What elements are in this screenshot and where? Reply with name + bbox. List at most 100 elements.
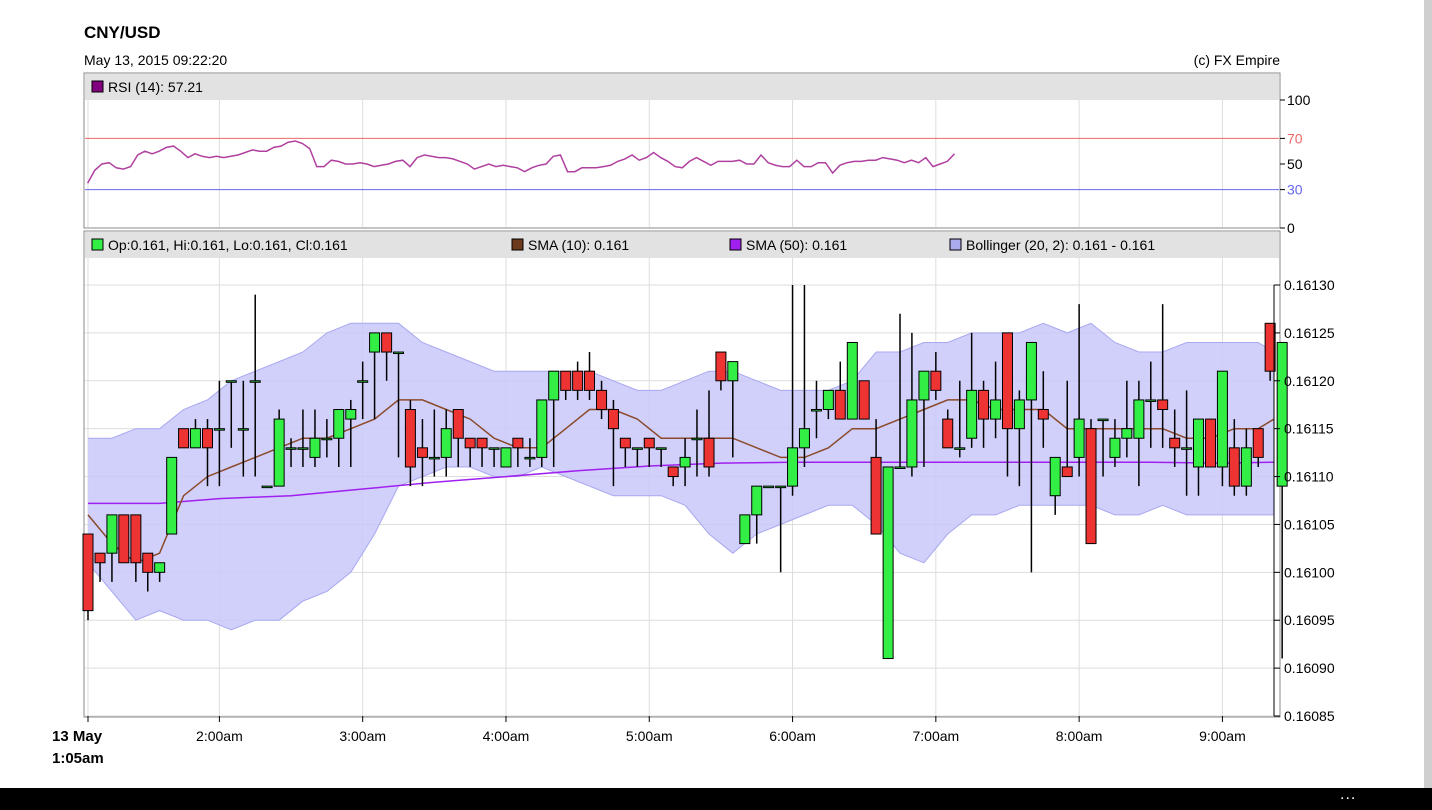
candle-body-down — [94, 552, 106, 564]
bollinger-legend-swatch — [949, 238, 962, 251]
rsi-tick-label: 50 — [1287, 156, 1303, 172]
price-panel: Op:0.161, Hi:0.161, Lo:0.161, Cl:0.161 S… — [52, 230, 1335, 767]
candle-body-up — [679, 456, 691, 468]
price-tick-label: 0.16125 — [1284, 325, 1335, 341]
candle-body-up — [894, 466, 906, 469]
candle-body-down — [1228, 447, 1240, 487]
chart-title: CNY/USD — [84, 23, 161, 42]
x-tick-label: 8:00am — [1056, 728, 1103, 744]
candle-body-up — [990, 399, 1002, 420]
candle-body-up — [1276, 341, 1288, 487]
candle-body-up — [369, 332, 381, 353]
sma50-legend-swatch — [729, 238, 742, 251]
candle-body-down — [1169, 437, 1181, 449]
rsi-series — [86, 140, 956, 184]
candle-body-down — [118, 514, 130, 564]
candle-body-up — [691, 437, 703, 441]
price-y-axis: 0.16085 0.16090 0.16095 0.16100 0.16105 0.161… — [1273, 277, 1335, 724]
chart-timestamp: May 13, 2015 09:22:20 — [84, 52, 227, 68]
candle-body-up — [285, 447, 297, 450]
sma10-legend-label: SMA (10): 0.161 — [528, 237, 629, 253]
candle-body-down — [667, 466, 679, 478]
rsi-panel: RSI (14): 57.21 0 30 50 70 100 — [83, 72, 1311, 236]
price-tick-label: 0.16120 — [1284, 373, 1335, 389]
candle-body-down — [560, 370, 572, 391]
x-tick-label: 9:00am — [1199, 728, 1246, 744]
candle-body-up — [1216, 370, 1228, 468]
candle-body-up — [798, 428, 810, 449]
sma10-legend-swatch — [511, 238, 524, 251]
candle-body-down — [142, 552, 154, 573]
candle-body-up — [739, 514, 751, 545]
copyright-label: (c) FX Empire — [1194, 52, 1281, 68]
rsi-legend-bar — [85, 74, 1279, 100]
candle-body-up — [1192, 418, 1204, 468]
candle-body-up — [321, 437, 333, 441]
more-ellipsis[interactable]: ... — [1340, 786, 1357, 803]
ohlc-legend-swatch — [91, 238, 104, 251]
candle-body-down — [452, 409, 464, 439]
candle-body-up — [1049, 456, 1061, 497]
x-start-label-date: 13 May — [52, 728, 103, 745]
x-tick-label: 4:00am — [483, 728, 530, 744]
x-tick-label: 2:00am — [196, 728, 243, 744]
candle-body-up — [655, 447, 667, 450]
candle-body-up — [357, 380, 369, 383]
price-tick-label: 0.16115 — [1284, 421, 1334, 437]
candle-body-down — [607, 409, 619, 430]
candle-body-up — [966, 389, 978, 439]
price-tick-label: 0.16085 — [1284, 708, 1335, 724]
candle-body-down — [1264, 322, 1276, 372]
candle-body-up — [261, 485, 273, 489]
candle-body-up — [727, 361, 739, 382]
candle-body-down — [834, 389, 846, 420]
candle-body-up — [1073, 418, 1085, 458]
candle-body-down — [1061, 466, 1073, 478]
candle-body-up — [1025, 341, 1037, 401]
price-tick-label: 0.16110 — [1284, 469, 1334, 485]
candle-body-down — [404, 409, 416, 468]
bollinger-legend-label: Bollinger (20, 2): 0.161 - 0.161 — [966, 237, 1155, 253]
candle-body-up — [763, 485, 775, 489]
candle-body-down — [870, 456, 882, 535]
rsi-tick-label: 30 — [1287, 182, 1303, 198]
rsi-reference-lines — [85, 137, 1279, 191]
candle-body-up — [297, 447, 309, 450]
candle-body-down — [596, 389, 608, 411]
x-tick-label: 3:00am — [339, 728, 386, 744]
candle-body-up — [918, 370, 930, 401]
candle-body-down — [202, 428, 214, 449]
scrollbar-track[interactable] — [1424, 0, 1432, 788]
x-tick-label: 7:00am — [912, 728, 959, 744]
candle-body-up — [309, 437, 321, 458]
candle-body-up — [393, 351, 405, 355]
rsi-legend-swatch — [91, 80, 104, 93]
candle-body-up — [440, 428, 452, 458]
ohlc-legend-label: Op:0.161, Hi:0.161, Lo:0.161, Cl:0.161 — [108, 237, 348, 253]
candle-body-up — [428, 456, 440, 460]
bollinger-upper-line — [88, 322, 1275, 439]
candle-body-up — [1121, 428, 1133, 439]
candle-body-down — [1252, 428, 1264, 458]
price-legend-bar — [85, 232, 1279, 258]
candle-body-up — [213, 428, 225, 431]
rsi-y-axis: 0 30 50 70 100 — [1280, 92, 1311, 236]
candle-body-down — [1205, 418, 1217, 468]
x-tick-label: 6:00am — [769, 728, 816, 744]
candle-body-down — [1157, 399, 1169, 411]
price-tick-label: 0.16130 — [1284, 277, 1335, 293]
candle-body-up — [822, 389, 834, 411]
candle-body-up — [536, 399, 548, 458]
candle-body-up — [751, 485, 763, 516]
candle-body-up — [345, 409, 357, 420]
candle-body-up — [500, 447, 512, 468]
price-tick-label: 0.16090 — [1284, 660, 1335, 676]
rsi-legend-label: RSI (14): 57.21 — [108, 79, 203, 95]
candle-body-down — [584, 370, 596, 391]
candle-body-down — [978, 389, 990, 420]
candle-body-down — [930, 370, 942, 391]
candle-body-up — [1133, 399, 1145, 439]
candle-body-down — [643, 437, 655, 449]
